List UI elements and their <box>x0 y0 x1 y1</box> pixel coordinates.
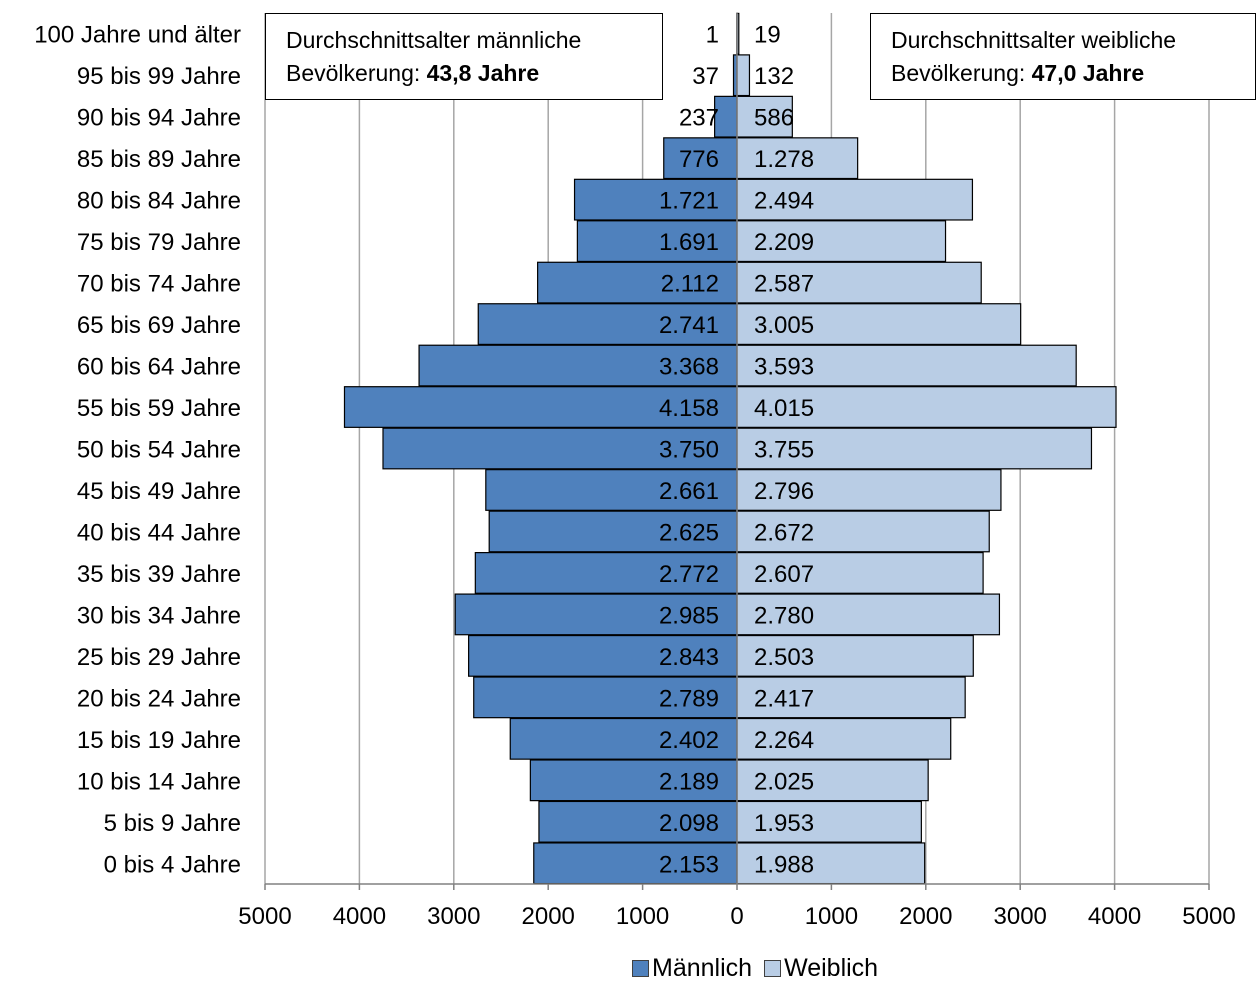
data-label-male: 1 <box>706 22 719 49</box>
legend-item-male: Männlich <box>632 954 752 983</box>
category-label: 55 bis 59 Jahre <box>77 395 241 422</box>
category-label: 20 bis 24 Jahre <box>77 685 241 712</box>
data-label-female: 1.278 <box>754 146 814 173</box>
data-label-female: 1.988 <box>754 851 814 878</box>
x-tick-label: 5000 <box>238 903 291 930</box>
data-label-female: 2.494 <box>754 188 814 215</box>
data-label-male: 4.158 <box>659 395 719 422</box>
data-label-male: 2.625 <box>659 519 719 546</box>
bar-female <box>737 55 749 96</box>
category-label: 85 bis 89 Jahre <box>77 146 241 173</box>
category-label: 5 bis 9 Jahre <box>104 810 241 837</box>
category-label: 95 bis 99 Jahre <box>77 63 241 90</box>
x-tick-label: 0 <box>730 903 743 930</box>
x-tick-label: 3000 <box>994 903 1047 930</box>
data-label-male: 776 <box>679 146 719 173</box>
data-label-male: 2.985 <box>659 602 719 629</box>
category-label: 60 bis 64 Jahre <box>77 354 241 381</box>
data-label-female: 2.607 <box>754 561 814 588</box>
category-label: 50 bis 54 Jahre <box>77 437 241 464</box>
data-label-male: 37 <box>692 63 719 90</box>
category-label: 35 bis 39 Jahre <box>77 561 241 588</box>
legend-label-male: Männlich <box>652 954 752 983</box>
female-average-age-box: Durchschnittsalter weibliche Bevölkerung… <box>870 13 1256 100</box>
category-label: 100 Jahre und älter <box>34 22 241 49</box>
data-label-male: 3.750 <box>659 437 719 464</box>
data-label-female: 2.264 <box>754 727 814 754</box>
data-label-female: 19 <box>754 22 781 49</box>
data-label-female: 2.209 <box>754 229 814 256</box>
data-label-female: 2.417 <box>754 685 814 712</box>
x-tick-label: 5000 <box>1182 903 1235 930</box>
male-average-age-prefix: Bevölkerung: <box>286 60 427 86</box>
data-label-female: 3.593 <box>754 354 814 381</box>
data-label-male: 2.661 <box>659 478 719 505</box>
data-label-male: 2.772 <box>659 561 719 588</box>
data-label-male: 2.741 <box>659 312 719 339</box>
legend-swatch-female <box>764 960 781 977</box>
category-label: 30 bis 34 Jahre <box>77 602 241 629</box>
x-tick-label: 2000 <box>522 903 575 930</box>
data-label-female: 4.015 <box>754 395 814 422</box>
x-tick-label: 1000 <box>805 903 858 930</box>
legend: Männlich Weiblich <box>632 954 890 983</box>
data-label-female: 2.796 <box>754 478 814 505</box>
tick-labels: 5000 4000 3000 2000 1000 0 1000 2000 3000 4000 500… <box>238 903 1235 930</box>
category-label: 0 bis 4 Jahre <box>104 851 241 878</box>
category-label: 70 bis 74 Jahre <box>77 271 241 298</box>
category-label: 45 bis 49 Jahre <box>77 478 241 505</box>
female-average-age-line1: Durchschnittsalter weibliche <box>891 24 1255 57</box>
data-label-male: 1.691 <box>659 229 719 256</box>
data-label-male: 237 <box>679 105 719 132</box>
category-label: 65 bis 69 Jahre <box>77 312 241 339</box>
data-label-male: 3.368 <box>659 354 719 381</box>
data-label-female: 2.672 <box>754 519 814 546</box>
data-label-female: 3.005 <box>754 312 814 339</box>
category-label: 75 bis 79 Jahre <box>77 229 241 256</box>
female-average-age-prefix: Bevölkerung: <box>891 60 1032 86</box>
data-label-male: 2.098 <box>659 810 719 837</box>
data-label-female: 132 <box>754 63 794 90</box>
data-label-male: 2.189 <box>659 768 719 795</box>
category-label: 40 bis 44 Jahre <box>77 519 241 546</box>
data-label-male: 2.843 <box>659 644 719 671</box>
category-labels: 100 Jahre und älter 95 bis 99 Jahre 90 bis… <box>34 22 241 879</box>
data-label-female: 3.755 <box>754 437 814 464</box>
bars <box>344 13 1116 883</box>
data-label-female: 2.503 <box>754 644 814 671</box>
category-label: 80 bis 84 Jahre <box>77 188 241 215</box>
category-label: 15 bis 19 Jahre <box>77 727 241 754</box>
x-tick-label: 3000 <box>427 903 480 930</box>
male-average-age-value: 43,8 Jahre <box>427 60 540 86</box>
data-label-female: 2.587 <box>754 271 814 298</box>
x-tick-label: 2000 <box>899 903 952 930</box>
female-average-age-value: 47,0 Jahre <box>1032 60 1145 86</box>
x-tick-label: 4000 <box>333 903 386 930</box>
data-label-female: 2.025 <box>754 768 814 795</box>
data-label-female: 586 <box>754 105 794 132</box>
data-label-female: 1.953 <box>754 810 814 837</box>
data-label-male: 2.402 <box>659 727 719 754</box>
data-label-male: 2.112 <box>661 271 719 298</box>
data-label-male: 2.789 <box>659 685 719 712</box>
legend-item-female: Weiblich <box>764 954 878 983</box>
legend-swatch-male <box>632 960 649 977</box>
category-label: 25 bis 29 Jahre <box>77 644 241 671</box>
category-label: 90 bis 94 Jahre <box>77 105 241 132</box>
category-label: 10 bis 14 Jahre <box>77 768 241 795</box>
data-label-male: 1.721 <box>659 188 719 215</box>
male-average-age-box: Durchschnittsalter männliche Bevölkerung… <box>265 13 663 100</box>
data-label-female: 2.780 <box>754 602 814 629</box>
male-average-age-line1: Durchschnittsalter männliche <box>286 24 662 57</box>
x-tick-label: 4000 <box>1088 903 1141 930</box>
data-label-male: 2.153 <box>659 851 719 878</box>
x-tick-label: 1000 <box>616 903 669 930</box>
legend-label-female: Weiblich <box>784 954 878 983</box>
